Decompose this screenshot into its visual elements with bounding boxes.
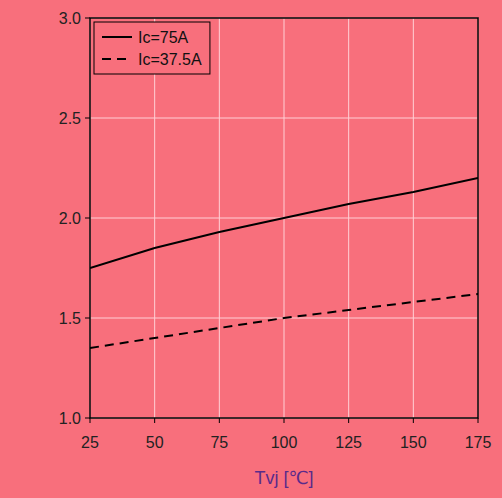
series-group <box>90 178 478 348</box>
y-tick-label: 2.5 <box>59 110 81 127</box>
x-tick-label: 125 <box>335 434 362 451</box>
x-tick-label: 50 <box>146 434 164 451</box>
y-tick-label: 1.5 <box>59 310 81 327</box>
series-line <box>90 178 478 268</box>
legend-swatch <box>102 36 132 38</box>
x-tick-label: 100 <box>271 434 298 451</box>
legend-box <box>94 22 210 74</box>
legend: Ic=75A Ic=37.5A <box>94 22 210 74</box>
y-tick-label: 3.0 <box>59 10 81 27</box>
chart: 2550751001251501751.01.52.02.53.0Ic=75AI… <box>0 0 502 498</box>
y-grid-line <box>90 118 478 119</box>
x-tick-label: 25 <box>81 434 99 451</box>
legend-label: Ic=75A <box>138 29 189 46</box>
x-tick-label: 175 <box>465 434 492 451</box>
x-tick-label: 75 <box>210 434 228 451</box>
x-axis-title: Tvj [℃] <box>254 468 313 488</box>
grid <box>90 18 478 418</box>
plot-frame <box>90 18 478 418</box>
series-line <box>90 294 478 348</box>
y-tick-label: 2.0 <box>59 210 81 227</box>
y-tick-label: 1.0 <box>59 410 81 427</box>
legend-label: Ic=37.5A <box>138 51 202 68</box>
legend-swatch <box>102 58 132 60</box>
x-tick-label: 150 <box>400 434 427 451</box>
